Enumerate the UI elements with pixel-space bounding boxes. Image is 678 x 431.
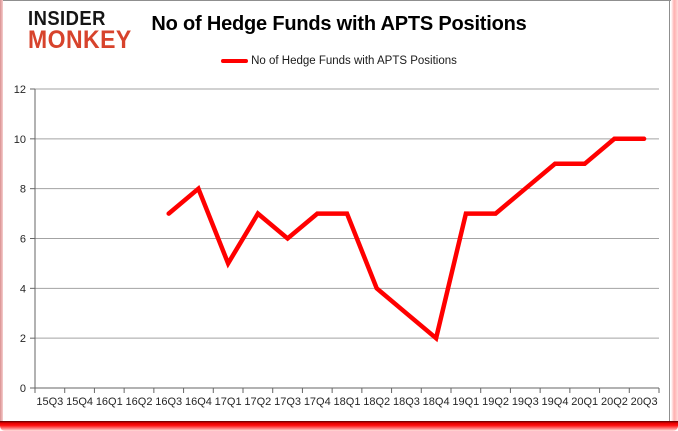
x-tick-label: 16Q3 xyxy=(155,396,182,408)
legend-label: No of Hedge Funds with APTS Positions xyxy=(251,55,457,67)
x-tick-label: 15Q4 xyxy=(66,396,93,408)
x-tick-label: 19Q1 xyxy=(452,396,479,408)
y-tick-label: 0 xyxy=(20,383,26,395)
x-tick-label: 18Q2 xyxy=(363,396,390,408)
insider-monkey-logo: INSIDER MONKEY xyxy=(28,9,141,53)
logo-text-insider: INSIDER xyxy=(28,8,106,30)
legend-line-marker xyxy=(221,58,249,64)
x-tick-label: 19Q2 xyxy=(482,396,509,408)
frame-top-border xyxy=(0,0,671,1)
legend: No of Hedge Funds with APTS Positions xyxy=(0,53,678,69)
x-tick-label: 17Q4 xyxy=(304,396,331,408)
y-tick-label: 4 xyxy=(20,283,26,295)
x-tick-label: 17Q1 xyxy=(215,396,242,408)
x-tick-label: 15Q3 xyxy=(36,396,63,408)
y-tick-label: 2 xyxy=(20,333,26,345)
x-tick-label: 19Q4 xyxy=(542,396,569,408)
x-tick-label: 17Q3 xyxy=(274,396,301,408)
x-tick-label: 18Q1 xyxy=(334,396,361,408)
frame-bottom-accent xyxy=(0,421,678,431)
x-tick-label: 18Q3 xyxy=(393,396,420,408)
x-tick-label: 20Q1 xyxy=(571,396,598,408)
x-tick-label: 16Q1 xyxy=(96,396,123,408)
x-tick-label: 16Q2 xyxy=(126,396,153,408)
frame-right-accent xyxy=(671,0,678,423)
y-tick-label: 8 xyxy=(20,184,26,196)
data-series-line xyxy=(166,136,647,343)
chart-title: No of Hedge Funds with APTS Positions xyxy=(151,13,527,35)
logo-text-monkey: MONKEY xyxy=(28,26,132,54)
x-tick-label: 20Q3 xyxy=(631,396,658,408)
frame-left-accent xyxy=(0,0,3,423)
y-tick-label: 6 xyxy=(20,234,26,246)
x-tick-label: 17Q2 xyxy=(244,396,271,408)
y-tick-label: 12 xyxy=(14,84,26,96)
y-tick-label: 10 xyxy=(14,134,26,146)
x-tick-label: 16Q4 xyxy=(185,396,212,408)
x-tick-label: 18Q4 xyxy=(423,396,450,408)
x-tick-label: 19Q3 xyxy=(512,396,539,408)
x-tick-label: 20Q2 xyxy=(601,396,628,408)
frame-right-border xyxy=(669,0,670,423)
